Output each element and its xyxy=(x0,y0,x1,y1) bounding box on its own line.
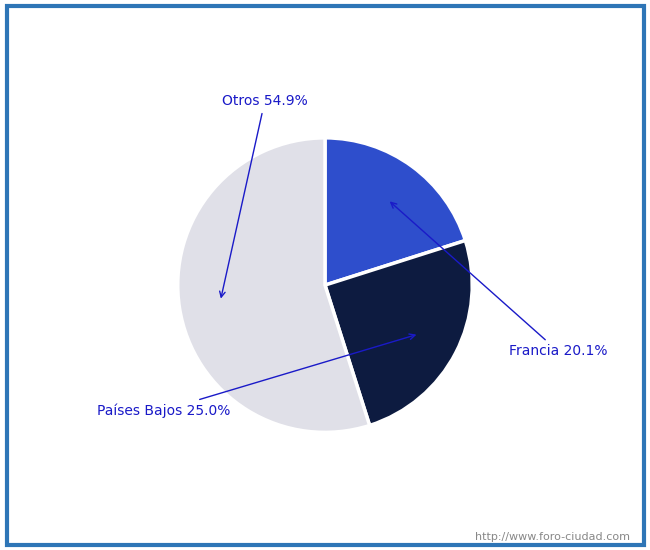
Wedge shape xyxy=(177,138,370,432)
Text: Mondéjar - Turistas extranjeros según país - Agosto de 2024: Mondéjar - Turistas extranjeros según pa… xyxy=(66,16,584,33)
Wedge shape xyxy=(325,138,465,285)
Text: Otros 54.9%: Otros 54.9% xyxy=(220,94,307,297)
Wedge shape xyxy=(325,240,473,426)
Text: Países Bajos 25.0%: Países Bajos 25.0% xyxy=(97,334,415,417)
Text: Francia 20.1%: Francia 20.1% xyxy=(391,202,608,359)
Text: http://www.foro-ciudad.com: http://www.foro-ciudad.com xyxy=(476,532,630,542)
